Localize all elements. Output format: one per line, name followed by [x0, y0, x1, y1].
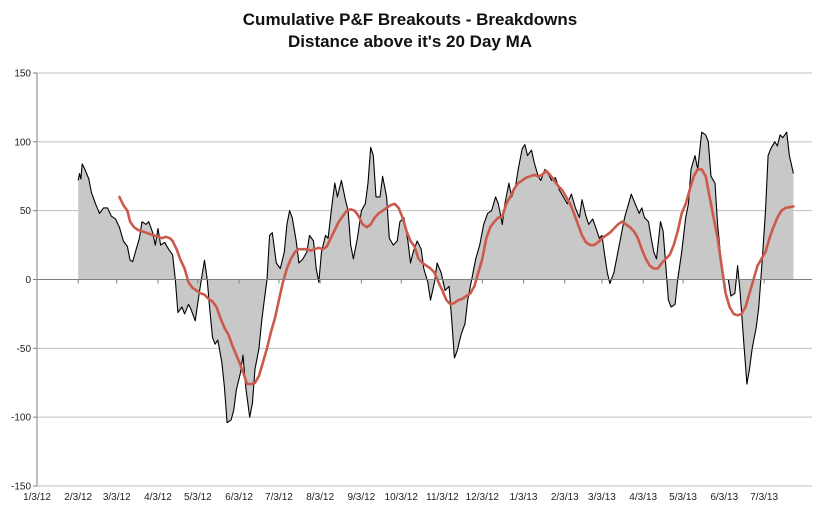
x-tick-label: 12/3/12	[466, 492, 500, 503]
x-tick-label: 8/3/12	[306, 492, 334, 503]
x-tick-label: 7/3/12	[265, 492, 293, 503]
x-tick-label: 10/3/12	[385, 492, 419, 503]
x-tick-label: 4/3/13	[629, 492, 657, 503]
x-tick-label: 3/3/13	[588, 492, 616, 503]
moving-average-layer	[118, 168, 795, 386]
x-tick-label: 1/3/13	[510, 492, 538, 503]
x-tick-label: 2/3/12	[64, 492, 92, 503]
x-tick-label: 5/3/13	[669, 492, 697, 503]
x-tick-label: 2/3/13	[551, 492, 579, 503]
x-tick-label: 9/3/12	[347, 492, 375, 503]
x-tick-label: 7/3/13	[750, 492, 778, 503]
y-tick-label: 0	[25, 275, 31, 286]
x-tick-label: 4/3/12	[144, 492, 172, 503]
x-tick-label: 5/3/12	[184, 492, 212, 503]
y-tick-label: 100	[14, 137, 31, 148]
y-tick-label: -150	[11, 482, 31, 493]
y-tick-label: -100	[11, 413, 31, 424]
axes	[33, 72, 812, 487]
y-tick-label: -50	[17, 344, 32, 355]
x-tick-label: 3/3/12	[103, 492, 131, 503]
y-tick-label: 150	[14, 69, 31, 80]
x-tick-label: 6/3/13	[710, 492, 738, 503]
x-tick-label: 1/3/12	[23, 492, 51, 503]
moving-average-line	[118, 168, 795, 386]
breakout-line	[77, 131, 794, 424]
x-tick-label: 6/3/12	[225, 492, 253, 503]
chart-subtitle: Distance above it's 20 Day MA	[287, 32, 533, 51]
x-tick-label: 11/3/12	[426, 492, 459, 503]
y-tick-label: 50	[20, 206, 32, 217]
chart-title: Cumulative P&F Breakouts - Breakdowns	[242, 10, 578, 29]
